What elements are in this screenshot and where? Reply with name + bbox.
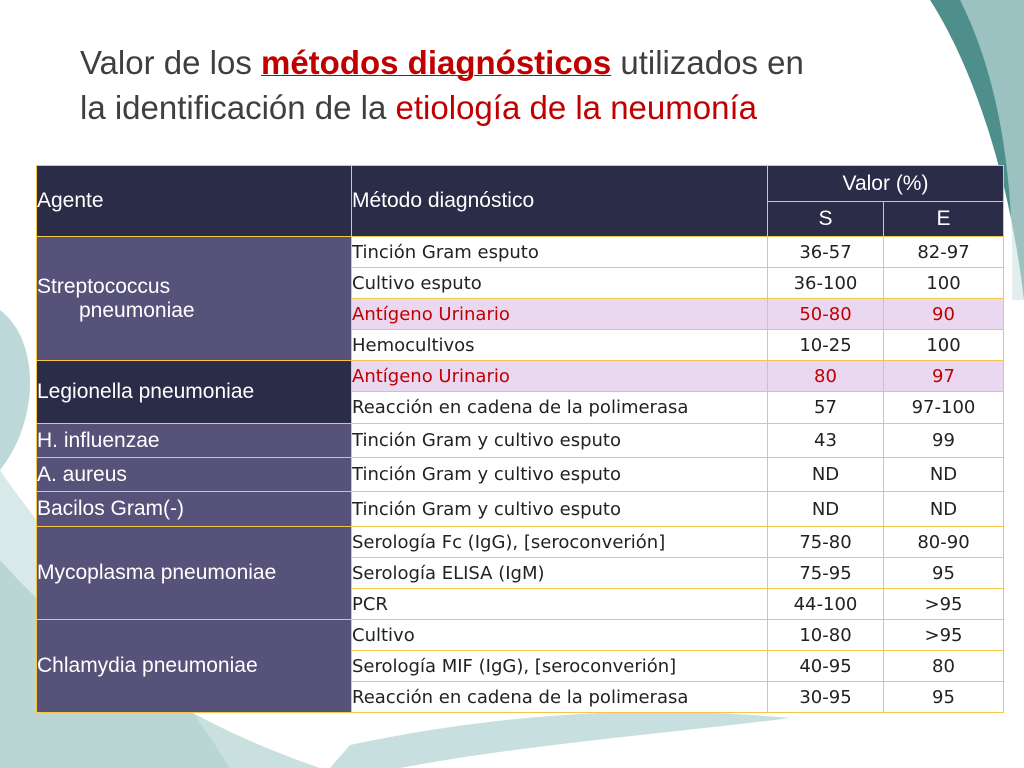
specificity-cell: 95: [883, 681, 1004, 713]
specificity-cell: 80: [883, 650, 1004, 682]
sensitivity-cell: 10-80: [767, 619, 884, 651]
title-part-1: Valor de los: [80, 44, 261, 81]
title-part-3: utilizados en: [611, 44, 804, 81]
table-row: H. influenzae Tinción Gram y cultivo esp…: [36, 423, 1004, 458]
sensitivity-cell: 40-95: [767, 650, 884, 682]
method-cell: Cultivo: [351, 619, 768, 651]
table-row: Serología ELISA (IgM) 75-95 95: [37, 557, 1004, 589]
method-cell: Reacción en cadena de la polimerasa: [351, 391, 768, 424]
table-row: Reacción en cadena de la polimerasa 57 9…: [37, 391, 1004, 424]
table-row: Reacción en cadena de la polimerasa 30-9…: [37, 681, 1004, 713]
header-metodo: Método diagnóstico: [351, 165, 768, 237]
sensitivity-cell: 36-100: [767, 267, 884, 299]
specificity-cell: 97: [883, 360, 1004, 392]
method-cell: Tinción Gram y cultivo esputo: [351, 457, 768, 492]
table-row: Serología MIF (IgG), [seroconverión] 40-…: [37, 650, 1004, 682]
specificity-cell: 99: [883, 423, 1004, 458]
table-row: A. aureus Tinción Gram y cultivo esputo …: [36, 457, 1004, 492]
title-part-4: la identificación de la: [80, 89, 396, 126]
method-cell: PCR: [351, 588, 768, 620]
specificity-cell: ND: [883, 491, 1004, 527]
header-valor: Valor (%): [767, 165, 1004, 202]
agent-cell: Chlamydia pneumoniae: [36, 619, 352, 713]
specificity-cell: 80-90: [883, 526, 1004, 558]
table-row-highlighted: Legionella pneumoniae Antígeno Urinario …: [36, 360, 1004, 424]
method-cell: Hemocultivos: [351, 329, 768, 361]
method-cell: Tinción Gram esputo: [351, 236, 768, 268]
table-row: Mycoplasma pneumoniae Serología Fc (IgG)…: [36, 526, 1004, 620]
sensitivity-cell: 10-25: [767, 329, 884, 361]
agent-cell: H. influenzae: [36, 423, 352, 458]
specificity-cell: 90: [883, 298, 1004, 330]
sensitivity-cell: ND: [767, 491, 884, 527]
slide-title: Valor de los métodos diagnósticos utiliz…: [80, 40, 980, 130]
sensitivity-cell: 30-95: [767, 681, 884, 713]
agent-cell: Bacilos Gram(-): [36, 491, 352, 527]
agent-cell: Mycoplasma pneumoniae: [36, 526, 352, 620]
method-cell: Serología MIF (IgG), [seroconverión]: [351, 650, 768, 682]
bottom-swoosh-teal: [0, 560, 320, 768]
agent-label: Streptococcus: [37, 274, 171, 298]
sensitivity-cell: 57: [767, 391, 884, 424]
specificity-cell: 97-100: [883, 391, 1004, 424]
table-row: Bacilos Gram(-) Tinción Gram y cultivo e…: [36, 491, 1004, 527]
specificity-cell: ND: [883, 457, 1004, 492]
specificity-cell: >95: [883, 588, 1004, 620]
right-light-band: [960, 0, 1024, 300]
table-row: Chlamydia pneumoniae Cultivo 10-80 >95: [36, 619, 1004, 713]
title-part-2: métodos diagnósticos: [260, 44, 612, 81]
method-cell: Tinción Gram y cultivo esputo: [351, 423, 768, 458]
sensitivity-cell: 75-95: [767, 557, 884, 589]
method-cell: Serología Fc (IgG), [seroconverión]: [351, 526, 768, 558]
agent-cell: Streptococcus pneumoniae: [36, 236, 352, 361]
method-cell: Tinción Gram y cultivo esputo: [351, 491, 768, 527]
specificity-cell: 100: [883, 267, 1004, 299]
method-cell: Serología ELISA (IgM): [351, 557, 768, 589]
left-teal-swoosh: [0, 310, 30, 470]
diagnostic-methods-table: Agente Método diagnóstico Valor (%) S E …: [36, 165, 1004, 713]
agent-cell: A. aureus: [36, 457, 352, 492]
sensitivity-cell: 43: [767, 423, 884, 458]
specificity-cell: >95: [883, 619, 1004, 651]
sensitivity-cell: ND: [767, 457, 884, 492]
specificity-cell: 95: [883, 557, 1004, 589]
method-cell: Reacción en cadena de la polimerasa: [351, 681, 768, 713]
header-s: S: [767, 201, 884, 237]
header-e: E: [883, 201, 1004, 237]
title-part-5: etiología de la neumonía: [395, 89, 757, 126]
sensitivity-cell: 80: [767, 360, 884, 392]
table-row: Hemocultivos 10-25 100: [37, 329, 1004, 361]
agent-cell: Legionella pneumoniae: [36, 360, 352, 424]
agent-label-line2: pneumoniae: [79, 298, 195, 322]
method-cell: Antígeno Urinario: [351, 298, 768, 330]
bottom-center-arc: [330, 711, 790, 768]
sensitivity-cell: 36-57: [767, 236, 884, 268]
table-row-highlighted: Antígeno Urinario 50-80 90: [37, 298, 1004, 330]
specificity-cell: 82-97: [883, 236, 1004, 268]
method-cell: Cultivo esputo: [351, 267, 768, 299]
header-agente: Agente: [36, 165, 352, 237]
sensitivity-cell: 50-80: [767, 298, 884, 330]
sensitivity-cell: 75-80: [767, 526, 884, 558]
table-row: PCR 44-100 >95: [37, 588, 1004, 620]
method-cell: Antígeno Urinario: [351, 360, 768, 392]
table-row: Cultivo esputo 36-100 100: [37, 267, 1004, 299]
sensitivity-cell: 44-100: [767, 588, 884, 620]
table-row: Streptococcus pneumoniae Tinción Gram es…: [36, 236, 1004, 361]
specificity-cell: 100: [883, 329, 1004, 361]
